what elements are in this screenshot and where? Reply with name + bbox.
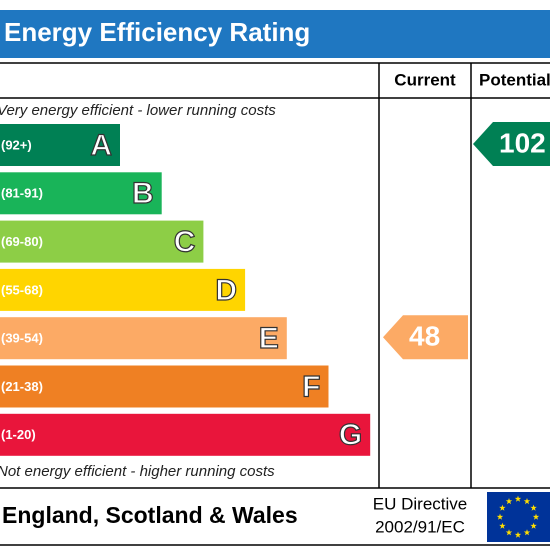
eu-star bbox=[514, 495, 522, 502]
band-bar bbox=[0, 124, 120, 166]
eu-star bbox=[514, 531, 522, 538]
eu-star bbox=[499, 522, 506, 529]
band-letter: B bbox=[132, 177, 154, 210]
region: England, Scotland & Wales bbox=[2, 502, 298, 528]
eu-star bbox=[505, 498, 513, 505]
current-arrow bbox=[383, 315, 468, 360]
potential-value: 102 bbox=[499, 127, 546, 158]
title: Energy Efficiency Rating bbox=[4, 17, 310, 47]
potential-arrow bbox=[473, 122, 550, 166]
band-letter: G bbox=[339, 419, 362, 452]
top-note: Very energy efficient - lower running co… bbox=[0, 102, 276, 119]
band-range: (92+) bbox=[1, 137, 32, 152]
band-letter: C bbox=[174, 226, 196, 259]
band-range: (1-20) bbox=[1, 427, 36, 442]
band-bar bbox=[0, 317, 287, 360]
current-value: 48 bbox=[409, 321, 440, 352]
title-bar bbox=[0, 10, 550, 58]
eu-star bbox=[499, 504, 506, 511]
column-header: Potential bbox=[479, 70, 550, 89]
band-range: (39-54) bbox=[1, 331, 43, 346]
eu-star bbox=[496, 513, 504, 520]
band-bar bbox=[0, 220, 204, 263]
band-bar bbox=[0, 172, 162, 215]
band-range: (55-68) bbox=[1, 282, 43, 297]
eu-star bbox=[523, 529, 531, 536]
band-letter: A bbox=[90, 129, 112, 162]
eu-star bbox=[532, 513, 540, 520]
band-letter: D bbox=[215, 274, 237, 307]
bottom-note: Not energy efficient - higher running co… bbox=[0, 463, 275, 480]
band-letter: F bbox=[302, 370, 320, 403]
band-range: (21-38) bbox=[1, 379, 43, 394]
eu-star bbox=[530, 522, 537, 529]
band-letter: E bbox=[259, 322, 279, 355]
directive: EU Directive bbox=[373, 494, 467, 513]
band-bar bbox=[0, 365, 329, 408]
eu-stars bbox=[496, 495, 540, 538]
band-bar bbox=[0, 413, 371, 456]
table-frame bbox=[0, 62, 550, 546]
column-header: Current bbox=[394, 70, 456, 89]
band-range: (81-91) bbox=[1, 186, 43, 201]
band-bar bbox=[0, 268, 246, 311]
directive: 2002/91/EC bbox=[375, 517, 465, 536]
eu-star bbox=[530, 504, 537, 511]
band-range: (69-80) bbox=[1, 234, 43, 249]
eu-star bbox=[523, 498, 531, 505]
eu-star bbox=[505, 529, 513, 536]
